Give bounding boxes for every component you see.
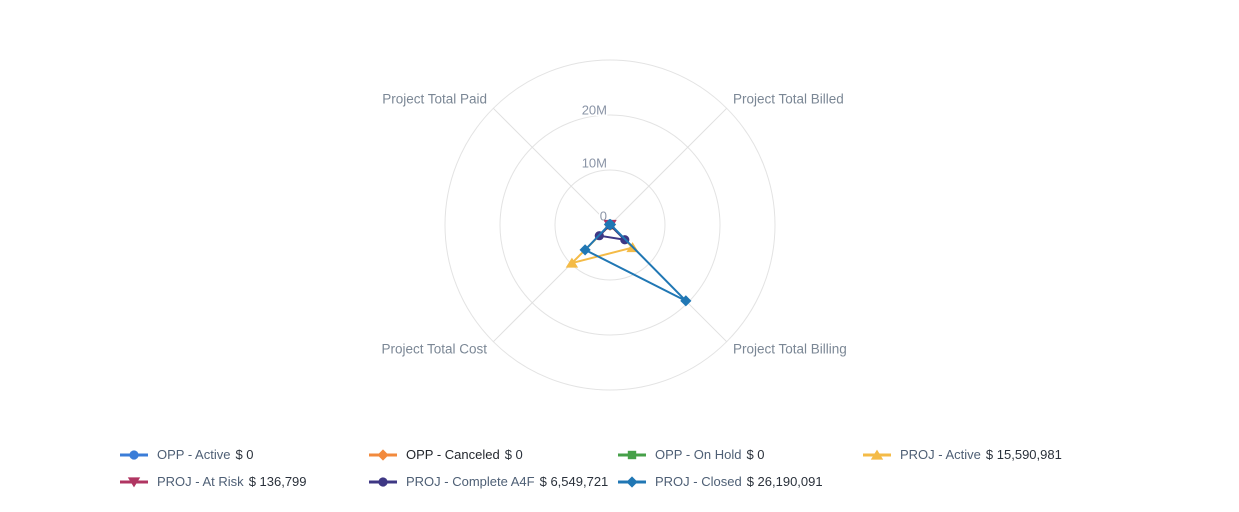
legend-item-opp-active[interactable]: OPP - Active $ 0 [119, 447, 254, 462]
legend-series-name: PROJ - Active [900, 447, 981, 462]
axis-name-label: Project Total Billed [733, 92, 844, 107]
legend-series-name: OPP - On Hold [655, 447, 742, 462]
diamond-marker-icon [626, 475, 638, 488]
legend-item-proj-complete-a4f[interactable]: PROJ - Complete A4F $ 6,549,721 [368, 474, 608, 489]
diamond-marker-icon [377, 448, 389, 461]
axis-line [492, 107, 611, 226]
legend-marker-icon [120, 449, 148, 460]
legend-marker-icon [120, 476, 148, 487]
legend-series-value: $ 0 [504, 447, 523, 462]
legend-marker-icon [618, 475, 646, 488]
axis-name-label: Project Total Cost [381, 342, 487, 357]
diamond-marker-icon[interactable] [603, 218, 616, 231]
legend-series-name: OPP - Active [157, 447, 231, 462]
triangle-marker-icon[interactable] [565, 257, 579, 268]
legend-item-opp-canceled[interactable]: OPP - Canceled $ 0 [368, 447, 523, 462]
triangle-marker-icon [870, 449, 884, 460]
legend-series-value: $ 26,190,091 [746, 474, 823, 489]
grid-ring [499, 114, 721, 336]
legend-series-value: $ 0 [746, 447, 765, 462]
radial-tick-labels: 0 10M 20M [580, 101, 608, 225]
square-marker-icon [627, 450, 637, 459]
legend-series-name: PROJ - Complete A4F [406, 474, 535, 489]
diamond-marker-icon[interactable] [579, 244, 591, 256]
legend-series-value: $ 6,549,721 [539, 474, 609, 489]
axis-name-label: Project Total Billing [733, 342, 847, 357]
legend-item-proj-at-risk[interactable]: PROJ - At Risk $ 136,799 [119, 474, 307, 489]
radial-tick-label: 10M [582, 155, 607, 170]
axis-labels: Project Total Billed Project Total Billin… [381, 92, 846, 357]
series-proj-closed [579, 218, 692, 307]
series-group [565, 218, 692, 307]
legend-series-value: $ 15,590,981 [985, 447, 1062, 462]
legend-item-proj-closed[interactable]: PROJ - Closed $ 26,190,091 [617, 474, 823, 489]
radial-tick-label: 20M [582, 102, 607, 117]
grid-ring [554, 169, 666, 281]
legend-series-name: OPP - Canceled [406, 447, 500, 462]
circle-marker-icon [378, 476, 388, 487]
legend-marker-icon [369, 448, 397, 461]
legend-series-name: PROJ - Closed [655, 474, 742, 489]
grid-ring [444, 59, 776, 391]
legend-marker-icon [618, 450, 646, 459]
legend-item-proj-active[interactable]: PROJ - Active $ 15,590,981 [862, 447, 1062, 462]
triangle-down-marker-icon [127, 476, 141, 487]
legend-series-name: PROJ - At Risk [157, 474, 244, 489]
radial-tick-label: 0 [600, 208, 607, 223]
legend-series-value: $ 136,799 [248, 474, 307, 489]
axis-name-label: Project Total Paid [382, 92, 487, 107]
axis-line [609, 107, 728, 226]
legend-marker-icon [369, 476, 397, 487]
legend-series-value: $ 0 [235, 447, 254, 462]
legend-item-opp-on-hold[interactable]: OPP - On Hold $ 0 [617, 447, 765, 462]
legend-marker-icon [863, 449, 891, 460]
diamond-marker-icon[interactable] [680, 295, 692, 307]
circle-marker-icon [129, 449, 139, 460]
